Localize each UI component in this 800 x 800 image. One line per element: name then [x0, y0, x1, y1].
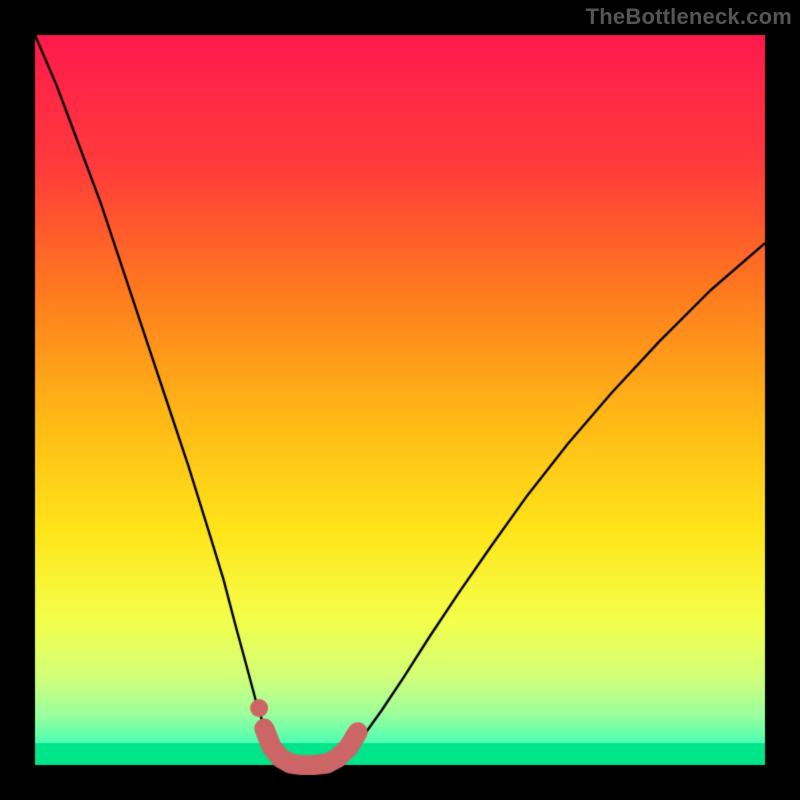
bottleneck-chart: [0, 0, 800, 800]
watermark-label: TheBottleneck.com: [586, 4, 792, 30]
